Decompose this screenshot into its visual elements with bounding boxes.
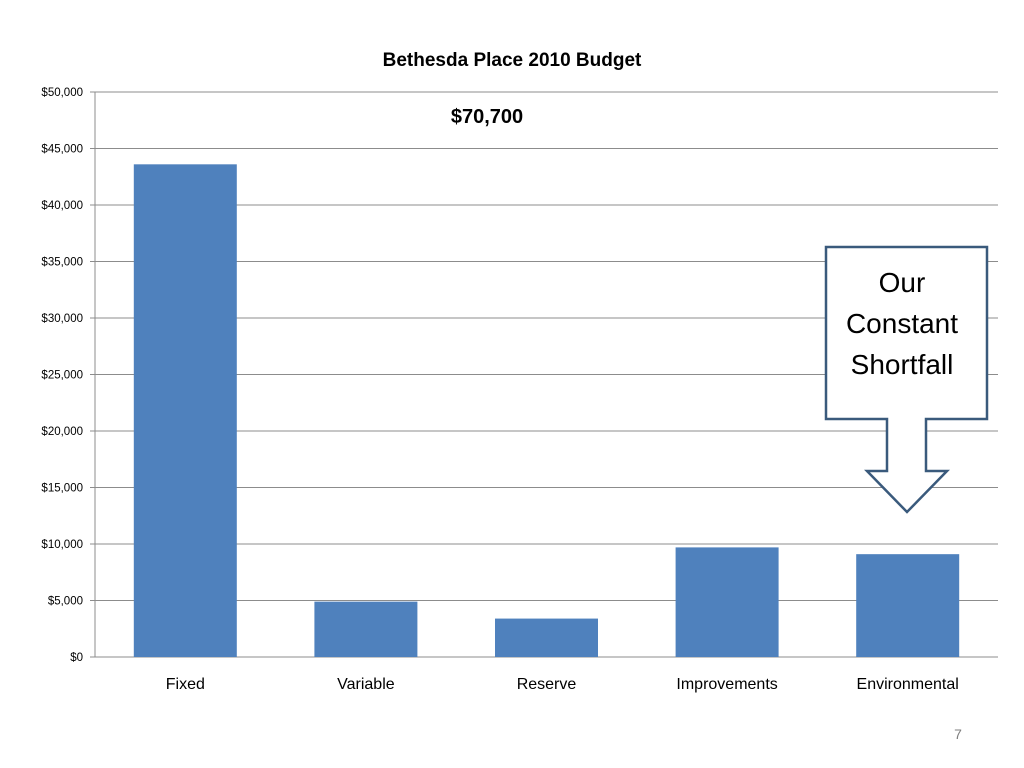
page-number: 7 <box>954 726 962 742</box>
callout-line-2: Constant <box>846 308 958 339</box>
y-tick-label: $10,000 <box>41 539 83 551</box>
y-tick-label: $50,000 <box>41 87 83 99</box>
y-tick-label: $5,000 <box>48 596 83 608</box>
x-tick-label: Environmental <box>857 676 959 693</box>
bar-environmental <box>856 554 960 657</box>
shortfall-callout: Our Constant Shortfall <box>824 245 989 514</box>
x-tick-label: Improvements <box>676 676 777 693</box>
y-axis-ticks: $0 $5,000 $10,000 $15,000 $20,000 $25,000 $30,… <box>41 87 83 664</box>
bars <box>133 164 960 657</box>
bar-fixed <box>133 164 237 657</box>
y-tick-label: $35,000 <box>41 257 83 269</box>
bar-reserve <box>495 618 598 657</box>
chart-title: Bethesda Place 2010 Budget <box>383 50 642 71</box>
bar-improvements <box>675 547 779 657</box>
y-tick-label: $15,000 <box>41 483 83 495</box>
bar-variable <box>314 601 418 657</box>
total-annotation: $70,700 <box>451 106 523 128</box>
x-tick-label: Fixed <box>166 676 205 693</box>
y-tick-label: $20,000 <box>41 426 83 438</box>
y-tick-label: $45,000 <box>41 144 83 156</box>
callout-line-3: Shortfall <box>851 349 954 380</box>
x-tick-label: Variable <box>337 676 395 693</box>
y-tick-label: $0 <box>70 652 83 664</box>
callout-line-1: Our <box>879 267 926 298</box>
x-tick-label: Reserve <box>517 676 577 693</box>
x-axis-ticks: Fixed Variable Reserve Improvements Environm… <box>166 676 959 693</box>
y-tick-label: $40,000 <box>41 200 83 212</box>
y-tick-label: $30,000 <box>41 313 83 325</box>
callout-arrow-shape <box>824 245 989 514</box>
y-tick-label: $25,000 <box>41 370 83 382</box>
